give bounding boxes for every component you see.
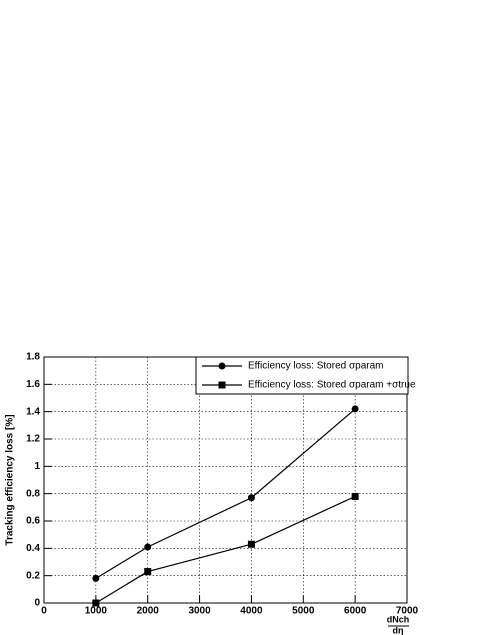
y-tick-label: 0.4	[26, 543, 40, 554]
legend-label: Efficiency loss: Stored σparam	[248, 361, 384, 372]
y-tick-label: 0.6	[26, 516, 40, 527]
x-tick-label: 1000	[85, 606, 108, 617]
series-line	[95, 495, 356, 604]
legend-box	[195, 356, 409, 395]
x-tick-label: 4000	[240, 606, 263, 617]
marker	[351, 492, 359, 500]
marker	[351, 405, 359, 413]
marker	[247, 494, 255, 502]
marker	[218, 381, 226, 389]
marker	[247, 540, 255, 548]
y-tick-label: 0	[34, 598, 40, 609]
legend-label: Efficiency loss: Stored σparam +σtrue	[248, 380, 416, 391]
marker	[92, 574, 100, 582]
series-line	[95, 408, 356, 579]
x-tick-label: 2000	[137, 606, 160, 617]
y-tick-label: 1.2	[26, 434, 40, 445]
x-axis-label-denominator: dη	[393, 625, 404, 635]
marker	[144, 543, 152, 551]
x-tick-label: 5000	[292, 606, 315, 617]
y-tick-label: 1.8	[26, 352, 40, 363]
y-tick-label: 1.4	[26, 406, 40, 417]
marker	[144, 568, 152, 576]
x-tick-label: 0	[41, 606, 47, 617]
x-axis-label: dNch	[387, 614, 410, 624]
marker	[92, 599, 100, 607]
x-tick-label: 7000	[396, 606, 419, 617]
y-tick-label: 0.8	[26, 488, 40, 499]
y-tick-label: 0.2	[26, 570, 40, 581]
y-tick-label: 1.6	[26, 379, 40, 390]
x-tick-label: 3000	[188, 606, 211, 617]
y-tick-label: 1	[34, 461, 40, 472]
x-tick-label: 6000	[344, 606, 367, 617]
y-axis-label: Tracking efficiency loss [%]	[5, 414, 16, 545]
marker	[218, 362, 226, 370]
